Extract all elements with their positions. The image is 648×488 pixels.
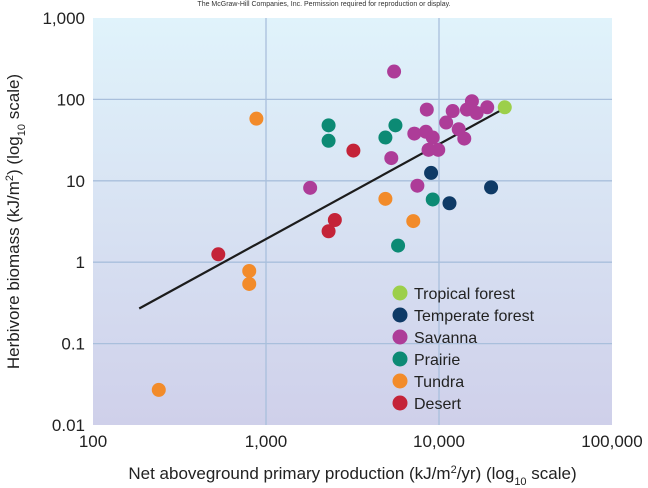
regression-line bbox=[138, 107, 506, 310]
savanna-point bbox=[303, 180, 318, 195]
x-tick-label: 1,000 bbox=[245, 432, 288, 451]
savanna-point bbox=[421, 142, 436, 157]
savanna-point bbox=[384, 151, 399, 166]
x-tick-label: 10,000 bbox=[413, 432, 465, 451]
tick-labels: 100 1,000 10,000 100,000 0.01 0.1 1 10 100 1,000 bbox=[42, 9, 642, 451]
prairie-point bbox=[378, 130, 393, 145]
prairie-point bbox=[391, 238, 406, 253]
tropical-forest-point bbox=[497, 100, 512, 115]
savanna-point bbox=[439, 115, 454, 130]
y-tick-label: 1 bbox=[76, 253, 85, 272]
legend-marker-temperate-forest bbox=[392, 307, 408, 323]
legend-label-temperate-forest: Temperate forest bbox=[414, 308, 535, 325]
x-tick-label: 100 bbox=[79, 432, 107, 451]
savanna-point bbox=[410, 178, 425, 193]
x-axis-label: Net aboveground primary production (kJ/m… bbox=[128, 464, 576, 488]
temperate-forest-point bbox=[442, 196, 457, 211]
tundra-point bbox=[249, 111, 264, 126]
y-tick-label: 100 bbox=[57, 90, 85, 109]
data-points bbox=[151, 64, 512, 397]
tundra-point bbox=[406, 214, 421, 229]
y-tick-label: 1,000 bbox=[42, 9, 85, 28]
savanna-point bbox=[445, 104, 460, 119]
legend-marker-tundra bbox=[392, 373, 408, 389]
savanna-point bbox=[425, 130, 440, 145]
y-tick-label: 0.1 bbox=[61, 335, 85, 354]
tundra-point bbox=[151, 382, 166, 397]
temperate-forest-point bbox=[484, 180, 499, 195]
tundra-point bbox=[378, 191, 393, 206]
legend-label-tundra: Tundra bbox=[414, 374, 464, 391]
temperate-forest-point bbox=[424, 165, 439, 180]
desert-point bbox=[321, 224, 336, 239]
prairie-point bbox=[321, 118, 336, 133]
legend: Tropical forest Temperate forest Savanna Pr… bbox=[392, 285, 535, 413]
savanna-point bbox=[419, 102, 434, 117]
tundra-point bbox=[242, 263, 257, 278]
legend-label-tropical-forest: Tropical forest bbox=[414, 286, 515, 303]
grid-lines bbox=[93, 18, 612, 425]
savanna-point bbox=[469, 106, 484, 121]
prairie-point bbox=[425, 192, 440, 207]
prairie-point bbox=[388, 118, 403, 133]
legend-marker-prairie bbox=[392, 351, 408, 367]
savanna-point bbox=[457, 131, 472, 146]
desert-point bbox=[327, 212, 342, 227]
y-axis-label: Herbivore biomass (kJ/m2) (log10 scale) bbox=[4, 74, 28, 369]
trend-line bbox=[138, 107, 506, 310]
savanna-point bbox=[387, 64, 402, 79]
legend-marker-tropical-forest bbox=[392, 285, 408, 301]
desert-point bbox=[211, 247, 226, 262]
y-tick-label: 10 bbox=[66, 172, 85, 191]
y-tick-label: 0.01 bbox=[52, 416, 85, 435]
legend-marker-savanna bbox=[392, 329, 408, 345]
legend-marker-desert bbox=[392, 395, 408, 411]
legend-label-desert: Desert bbox=[414, 396, 462, 413]
copyright-credit: The McGraw-Hill Companies, Inc. Permissi… bbox=[197, 1, 451, 8]
savanna-point bbox=[480, 100, 495, 115]
savanna-point bbox=[431, 142, 446, 157]
prairie-point bbox=[321, 133, 336, 148]
tundra-point bbox=[242, 276, 257, 291]
x-tick-label: 100,000 bbox=[581, 432, 642, 451]
plot-area bbox=[93, 18, 612, 425]
savanna-point bbox=[407, 126, 422, 141]
savanna-point bbox=[464, 94, 479, 109]
legend-label-savanna: Savanna bbox=[414, 330, 477, 347]
legend-label-prairie: Prairie bbox=[414, 352, 460, 369]
desert-point bbox=[346, 143, 361, 158]
